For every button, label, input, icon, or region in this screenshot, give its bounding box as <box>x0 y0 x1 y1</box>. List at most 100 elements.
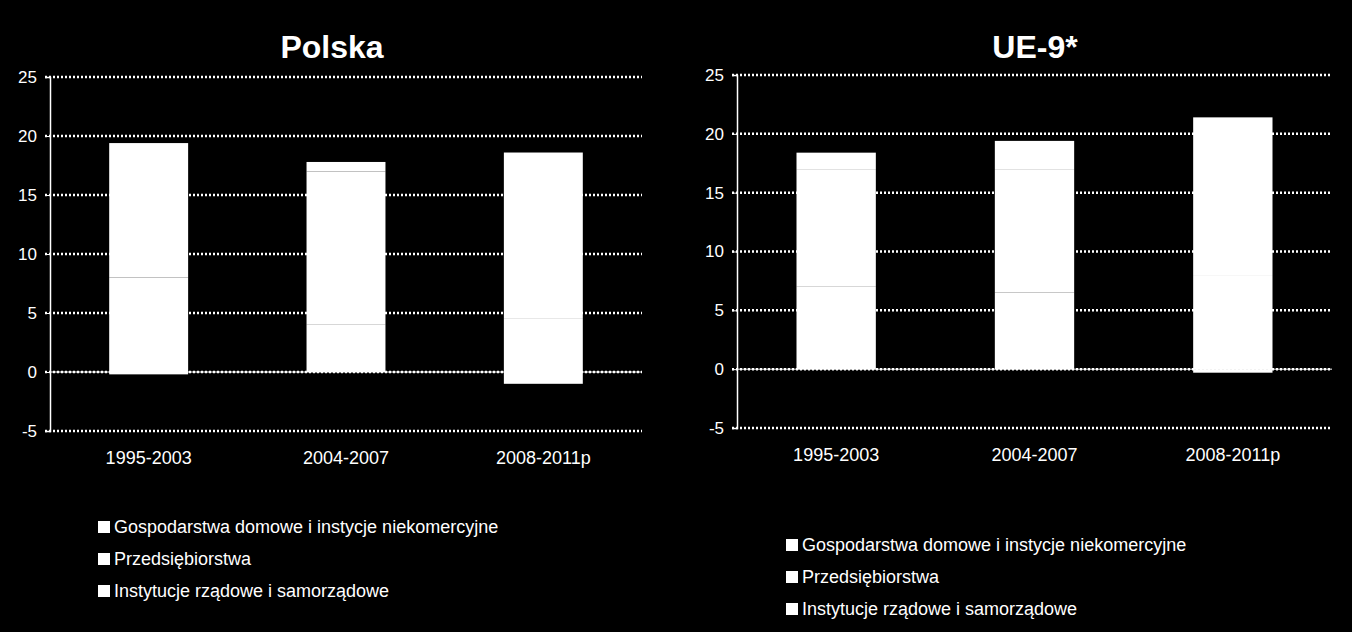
legend-swatch <box>98 521 110 533</box>
tick-label: 2004-2007 <box>991 445 1077 465</box>
tick: 2008-2011p <box>496 431 591 468</box>
bar <box>307 171 386 324</box>
legend-label: Instytucje rządowe i samorządowe <box>114 581 389 601</box>
tick: 2008-2011p <box>1185 428 1280 465</box>
baseline <box>737 369 1332 370</box>
tick: 20 <box>18 127 50 146</box>
tick: 25 <box>18 68 50 87</box>
tick: 5 <box>28 304 50 323</box>
tick-label: 1995-2003 <box>793 445 879 465</box>
tick-label: 25 <box>18 68 37 87</box>
tick-mark <box>45 77 50 78</box>
bar <box>307 325 386 372</box>
tick-label: 10 <box>705 242 724 261</box>
bar <box>1193 275 1272 369</box>
tick-label: -5 <box>22 422 37 441</box>
bars <box>797 117 1273 372</box>
bar <box>995 141 1074 169</box>
legend: Gospodarstwa domowe i instycje niekomerc… <box>786 535 1186 619</box>
baseline <box>50 372 642 373</box>
tick-mark <box>732 252 737 253</box>
bar <box>504 153 583 319</box>
tick: 1995-2003 <box>793 428 879 465</box>
legend-swatch <box>786 603 798 615</box>
tick: 2004-2007 <box>991 428 1077 465</box>
tick-label: 25 <box>705 66 724 85</box>
tick-mark <box>45 136 50 137</box>
x-axis: 1995-2003 2004-2007 2008-2011p <box>51 431 643 468</box>
tick-mark <box>732 369 737 370</box>
tick: -5 <box>22 422 50 441</box>
legend-label: Instytucje rządowe i samorządowe <box>802 599 1077 619</box>
chart-title: Polska <box>280 29 383 65</box>
tick-label: 15 <box>705 184 724 203</box>
axis-line <box>732 76 738 429</box>
tick: 2004-2007 <box>303 431 389 468</box>
tick-label: 10 <box>18 245 37 264</box>
tick: 0 <box>28 363 50 382</box>
tick: -5 <box>709 419 737 438</box>
chart: Polska -5 0 5 10 15 20 25 1995-2003 2004-2007 2008… <box>18 29 642 601</box>
tick-mark <box>732 134 737 135</box>
tick: 0 <box>715 360 737 379</box>
bar <box>307 162 386 171</box>
bars <box>109 143 583 384</box>
bar <box>109 143 188 278</box>
tick: 20 <box>705 125 737 144</box>
bar <box>109 278 188 372</box>
tick-mark <box>732 310 737 311</box>
grid-line <box>45 76 642 79</box>
tick-mark <box>45 313 50 314</box>
tick-label: -5 <box>709 419 724 438</box>
legend-swatch <box>98 585 110 597</box>
tick-label: 5 <box>715 301 724 320</box>
grid <box>45 77 642 431</box>
tick-label: 20 <box>705 125 724 144</box>
grid-line <box>45 135 642 138</box>
axis-line <box>738 428 1333 429</box>
tick-label: 5 <box>28 304 37 323</box>
x-axis: 1995-2003 2004-2007 2008-2011p <box>738 428 1333 465</box>
tick-label: 0 <box>715 360 724 379</box>
y-axis: -5 0 5 10 15 20 25 <box>18 68 50 441</box>
tick: 15 <box>18 186 50 205</box>
tick-mark <box>732 75 737 76</box>
bar <box>1193 369 1272 373</box>
chart-title: UE-9* <box>992 29 1078 65</box>
bar <box>797 287 876 369</box>
tick: 1995-2003 <box>106 431 192 468</box>
grid-line <box>732 427 1332 430</box>
legend-swatch <box>98 553 110 565</box>
tick-label: 20 <box>18 127 37 146</box>
bar <box>504 319 583 372</box>
tick-label: 2008-2011p <box>1185 445 1280 465</box>
tick-label: 15 <box>18 186 37 205</box>
tick-label: 0 <box>28 363 37 382</box>
bar <box>995 169 1074 293</box>
bar <box>797 169 876 287</box>
grid <box>732 75 1332 428</box>
tick: 5 <box>715 301 737 320</box>
tick-label: 1995-2003 <box>106 448 192 468</box>
tick: 25 <box>705 66 737 85</box>
axis-line <box>45 78 51 432</box>
axis-line <box>51 431 643 432</box>
y-axis: -5 0 5 10 15 20 25 <box>705 66 737 438</box>
legend-label: Gospodarstwa domowe i instycje niekomerc… <box>114 517 498 537</box>
bar <box>1193 117 1272 275</box>
grid-line <box>45 430 642 433</box>
tick-mark <box>732 428 737 429</box>
tick-mark <box>45 372 50 373</box>
legend-label: Przedsiębiorstwa <box>802 567 940 587</box>
tick: 15 <box>705 184 737 203</box>
chart: UE-9* -5 0 5 10 15 20 25 1995-2003 2004-2007 2008-… <box>705 29 1332 619</box>
bar <box>504 372 583 384</box>
tick-label: 2008-2011p <box>496 448 591 468</box>
bar <box>797 153 876 169</box>
grid-line <box>732 74 1332 77</box>
tick: 10 <box>705 242 737 261</box>
tick: 10 <box>18 245 50 264</box>
legend: Gospodarstwa domowe i instycje niekomerc… <box>98 517 498 601</box>
legend-label: Przedsiębiorstwa <box>114 549 252 569</box>
tick-label: 2004-2007 <box>303 448 389 468</box>
